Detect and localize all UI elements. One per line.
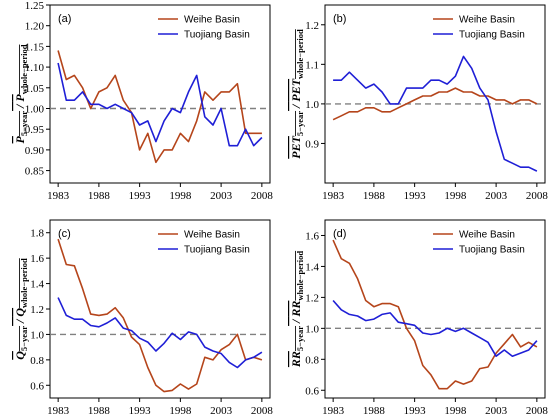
panel-c: 0.6 0.8 1.0 1.2 1.4 1.6 1.8 1983 1988 1993 1998 200… [13,219,274,414]
y-tick-label: 1.05 [25,83,45,95]
x-tick-label: 1983 [322,190,345,202]
y-tick-label: 1.2 [30,304,44,316]
series-line-tuojiang-basin [332,299,538,358]
x-tick-label: 2003 [485,190,508,202]
panel-label: (c) [58,228,71,240]
y-axis-label: Q5−year / Qwhole−period [13,258,29,360]
x-tick-label: 1983 [47,405,70,414]
y-tick-label: 1.6 [30,253,44,265]
x-tick-label: 1988 [363,405,386,414]
plot-frame [324,4,546,184]
legend-entry: Weihe Basin [184,15,240,26]
x-tick-label: 1993 [129,405,152,414]
y-tick-label: 1.2 [305,292,319,304]
x-tick-label: 2008 [251,405,274,414]
y-tick-label: 0.90 [25,145,45,157]
x-tick-label: 1988 [88,190,111,202]
x-tick-label: 1993 [404,405,427,414]
legend: Weihe Basin Tuojiang Basin [433,15,525,41]
panel-a: 0.85 0.90 0.95 1.00 1.05 1.10 1.15 1.20 1.25 1983… [13,0,273,202]
y-axis-label: PET5−year / PETwhole−period [289,29,305,159]
panel-b: 0.9 1.0 1.1 1.2 1983 1988 1993 1998 2003 2008 (b) W… [289,4,549,202]
series-line-weihe-basin [332,239,538,390]
y-tick-label: 0.8 [305,354,319,366]
x-tick-label: 1988 [363,190,386,202]
legend: Weihe Basin Tuojiang Basin [158,230,250,256]
y-tick-label: 1.4 [30,279,44,291]
x-tick-label: 1988 [88,405,111,414]
y-tick-label: 0.6 [30,380,44,392]
x-tick-label: 2003 [210,405,233,414]
legend-entry: Weihe Basin [459,230,515,241]
legend: Weihe Basin Tuojiang Basin [433,230,525,256]
y-tick-label: 0.8 [30,355,44,367]
y-tick-label: 1.8 [30,228,44,240]
x-tick-label: 1983 [47,190,70,202]
y-tick-label: 1.00 [25,103,45,115]
series-line-tuojiang-basin [333,55,538,172]
series-line-tuojiang-basin [57,297,263,369]
legend-entry: Tuojiang Basin [184,245,250,256]
x-tick-label: 2003 [485,405,508,414]
y-tick-label: 1.2 [305,20,319,32]
legend-entry: Tuojiang Basin [459,245,525,256]
legend-entry: Weihe Basin [459,15,515,26]
legend: Weihe Basin Tuojiang Basin [158,15,250,41]
legend-entry: Weihe Basin [184,230,240,241]
y-tick-label: 1.4 [305,261,319,273]
x-tick-label: 1998 [444,405,467,414]
y-tick-label: 1.20 [25,21,45,33]
y-tick-label: 1.10 [25,62,45,74]
x-tick-label: 2008 [526,405,549,414]
legend-entry: Tuojiang Basin [184,30,250,41]
legend-entry: Tuojiang Basin [459,30,525,41]
y-axis-label: P5−year / Pwhole−period [13,44,29,143]
panel-label: (d) [333,228,346,240]
x-tick-label: 2003 [210,190,233,202]
x-tick-label: 1998 [444,190,467,202]
y-tick-label: 0.85 [25,166,45,178]
y-tick-label: 1.6 [305,230,319,242]
x-tick-label: 1983 [322,405,345,414]
y-tick-label: 1.0 [30,329,44,341]
series-line-tuojiang-basin [57,62,263,147]
panel-label: (b) [333,13,346,25]
y-tick-label: 0.6 [305,385,319,397]
y-tick-label: 1.0 [305,323,319,335]
y-tick-label: 1.0 [305,99,319,111]
series-line-weihe-basin [57,50,262,164]
x-tick-label: 2008 [251,190,274,202]
y-axis-label: RR5−year / RRwhole−period [289,251,305,368]
plot-frame [49,4,271,184]
y-tick-label: 1.25 [25,0,45,12]
y-tick-label: 0.95 [25,124,45,136]
panel-d: 0.6 0.8 1.0 1.2 1.4 1.6 1983 1988 1993 1998 2003 20… [289,219,549,414]
series-line-weihe-basin [57,238,263,393]
x-tick-label: 1998 [169,190,192,202]
y-tick-label: 1.1 [305,59,319,71]
x-tick-label: 1998 [169,405,192,414]
y-tick-label: 1.15 [25,41,45,53]
plot-frame [324,219,546,399]
panel-label: (a) [58,13,71,25]
x-tick-label: 1993 [404,190,427,202]
x-tick-label: 2008 [526,190,549,202]
y-tick-label: 0.9 [305,138,319,150]
series-line-weihe-basin [332,87,538,121]
x-tick-label: 1993 [129,190,152,202]
